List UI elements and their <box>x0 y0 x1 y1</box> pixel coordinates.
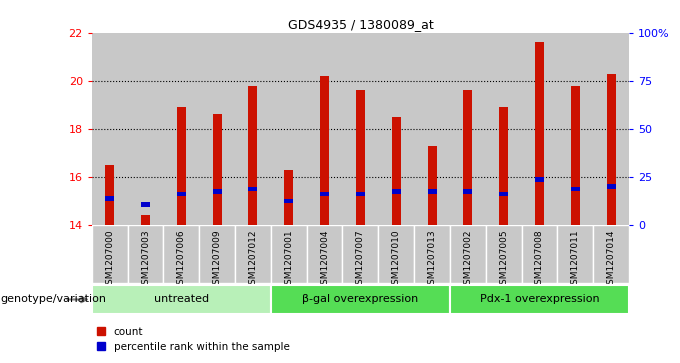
Text: GSM1207006: GSM1207006 <box>177 230 186 290</box>
Bar <box>284 199 293 203</box>
Bar <box>486 33 522 225</box>
Bar <box>378 33 414 225</box>
Bar <box>177 107 186 225</box>
Bar <box>271 225 307 283</box>
Bar <box>128 33 163 225</box>
Bar <box>284 170 293 225</box>
Text: GSM1207010: GSM1207010 <box>392 230 401 290</box>
Bar <box>450 33 486 225</box>
Bar <box>213 114 222 225</box>
Bar <box>235 33 271 225</box>
Bar <box>199 33 235 225</box>
Bar <box>343 33 378 225</box>
Bar <box>92 225 128 283</box>
Bar <box>356 90 365 225</box>
Text: GSM1207013: GSM1207013 <box>428 230 437 290</box>
Text: GSM1207012: GSM1207012 <box>248 230 258 290</box>
Bar <box>607 74 615 225</box>
Bar <box>414 33 450 225</box>
Bar <box>271 285 450 314</box>
Bar <box>558 33 593 225</box>
Text: untreated: untreated <box>154 294 209 305</box>
Bar <box>571 187 580 191</box>
Bar <box>463 90 473 225</box>
Bar <box>356 192 365 196</box>
Bar <box>392 189 401 193</box>
Legend: count, percentile rank within the sample: count, percentile rank within the sample <box>97 327 290 352</box>
Bar <box>428 189 437 193</box>
Bar <box>213 189 222 193</box>
Text: GSM1207001: GSM1207001 <box>284 230 293 290</box>
Text: GSM1207011: GSM1207011 <box>571 230 580 290</box>
Bar <box>450 225 486 283</box>
Bar <box>248 187 258 191</box>
Bar <box>535 42 544 225</box>
Bar <box>499 107 508 225</box>
Text: GSM1207014: GSM1207014 <box>607 230 615 290</box>
Text: GSM1207002: GSM1207002 <box>463 230 473 290</box>
Text: GSM1207004: GSM1207004 <box>320 230 329 290</box>
Bar <box>450 285 629 314</box>
Bar <box>235 225 271 283</box>
Bar <box>522 33 558 225</box>
Bar <box>128 225 163 283</box>
Bar <box>141 215 150 225</box>
Bar <box>307 33 343 225</box>
Bar <box>271 33 307 225</box>
Bar <box>307 225 343 283</box>
Bar <box>105 165 114 225</box>
Bar <box>141 203 150 207</box>
Bar <box>571 86 580 225</box>
Bar <box>177 192 186 196</box>
Bar <box>558 225 593 283</box>
Bar <box>320 76 329 225</box>
Text: GSM1207007: GSM1207007 <box>356 230 365 290</box>
Text: GSM1207003: GSM1207003 <box>141 230 150 290</box>
Bar <box>92 33 128 225</box>
Title: GDS4935 / 1380089_at: GDS4935 / 1380089_at <box>288 19 433 32</box>
Bar <box>248 86 258 225</box>
Text: Pdx-1 overexpression: Pdx-1 overexpression <box>479 294 599 305</box>
Bar <box>607 184 615 189</box>
Bar <box>535 177 544 182</box>
Text: GSM1207009: GSM1207009 <box>213 230 222 290</box>
Bar <box>593 225 629 283</box>
Bar <box>486 225 522 283</box>
Bar <box>199 225 235 283</box>
Text: GSM1207008: GSM1207008 <box>535 230 544 290</box>
Bar <box>463 189 473 193</box>
Bar <box>378 225 414 283</box>
Text: GSM1207000: GSM1207000 <box>105 230 114 290</box>
Bar <box>343 225 378 283</box>
Bar <box>392 117 401 225</box>
Bar <box>593 33 629 225</box>
Bar <box>163 225 199 283</box>
Bar <box>163 33 199 225</box>
Bar <box>522 225 558 283</box>
Text: genotype/variation: genotype/variation <box>0 294 106 305</box>
Text: β-gal overexpression: β-gal overexpression <box>303 294 418 305</box>
Bar <box>320 192 329 196</box>
Text: GSM1207005: GSM1207005 <box>499 230 508 290</box>
Bar <box>92 285 271 314</box>
Bar <box>428 146 437 225</box>
Bar <box>414 225 450 283</box>
Bar <box>499 192 508 196</box>
Bar <box>105 196 114 201</box>
